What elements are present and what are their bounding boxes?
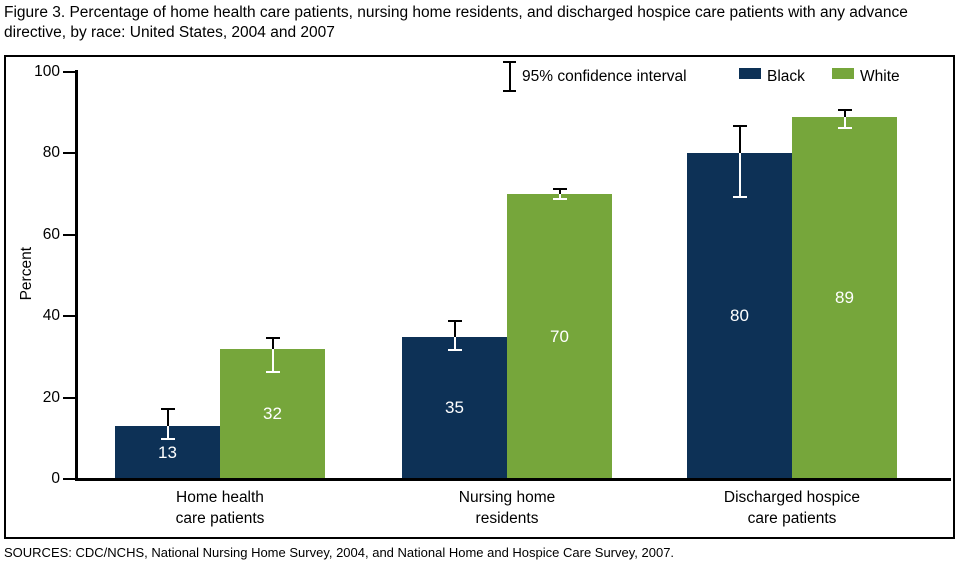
bar-value-label: 13 [158,442,177,462]
y-tick-label: 60 [42,225,60,243]
error-bar-upper-line [271,336,274,349]
error-bar-lower-cap [552,198,567,201]
confidence-interval-icon [503,61,516,92]
error-bar-lower-cap [160,438,175,441]
error-bar-lower-line [738,153,741,199]
error-bar-upper-line [738,124,741,154]
bar-value-label: 70 [550,326,569,346]
bar-black [402,336,507,479]
error-bar-upper-cap [265,336,280,339]
error-bar-upper-cap [160,407,175,410]
chart-box: 95% confidence interval Black White Perc… [4,55,955,539]
x-category-label: Home health care patients [175,489,265,527]
bar-value-label: 89 [835,287,854,307]
y-tick-label: 80 [42,144,60,162]
error-bar-upper-line [558,187,561,195]
error-bar-lower-line [166,426,169,441]
error-bar-lower-line [453,336,456,351]
bar-value-label: 32 [263,403,282,423]
error-bar-lower-cap [447,348,462,351]
y-tick [63,71,75,73]
plot-area: 0 20 40 60 80 100 13 35 80 32 70 89 Home health care… [6,57,953,537]
source-note: SOURCES: CDC/NCHS, National Nursing Home… [4,545,675,560]
x-category-label: Nursing home residents [458,489,556,527]
y-tick [63,233,75,236]
confidence-interval-label: 95% confidence interval [522,68,687,85]
error-bar-lower-cap [732,196,747,199]
legend-label-white: White [860,68,900,85]
ci-icon-line [508,61,511,92]
legend-swatch-black [739,68,761,79]
y-tick [63,152,75,155]
error-bar-upper-line [843,108,846,117]
error-bar-lower-cap [837,126,852,129]
bar-value-label: 80 [730,306,749,326]
error-bar-upper-cap [552,187,567,190]
error-bar-lower-line [843,116,846,129]
bar-white [792,116,897,479]
error-bar-lower-cap [265,371,280,374]
error-bar-lower-line [558,194,561,201]
y-tick-label: 100 [34,63,60,80]
y-axis-line [75,70,78,481]
error-bar-upper-line [166,407,169,427]
legend-label-black: Black [767,68,805,85]
y-tick [63,478,75,480]
bar-value-label: 35 [445,397,464,417]
y-tick-label: 20 [42,388,60,406]
y-tick [63,396,75,399]
error-bar-upper-line [453,320,456,337]
legend-swatch-white [832,68,854,79]
bar-white [507,194,612,479]
x-axis-line [75,478,951,481]
ci-icon-bottom-cap [503,90,516,92]
error-bar-upper-cap [837,108,852,111]
error-bar-lower-line [271,348,274,374]
y-tick-label: 40 [42,307,60,325]
figure-title: Figure 3. Percentage of home health care… [4,4,908,42]
y-tick-label: 0 [51,470,60,487]
error-bar-upper-cap [732,124,747,127]
bar-black [687,153,792,479]
x-category-label: Discharged hospice care patients [723,489,861,527]
error-bar-upper-cap [447,320,462,323]
y-tick [63,315,75,318]
